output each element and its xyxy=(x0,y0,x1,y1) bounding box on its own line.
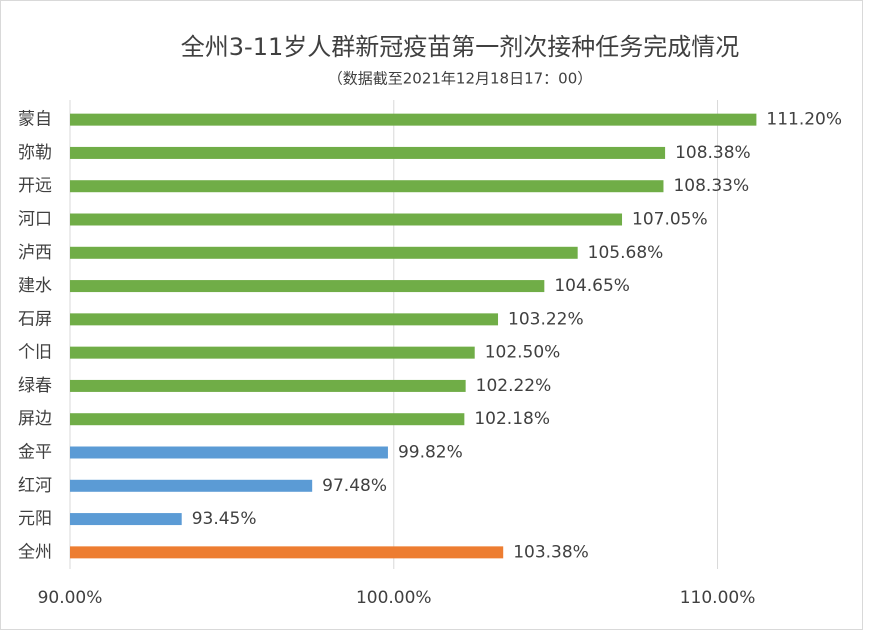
y-tick-label: 蒙自 xyxy=(18,110,52,130)
x-tick-label: 100.00% xyxy=(356,588,432,608)
x-tick-label: 110.00% xyxy=(680,588,756,608)
bar xyxy=(70,180,664,193)
bar xyxy=(70,313,499,326)
bar xyxy=(70,446,388,459)
y-tick-label: 泸西 xyxy=(18,243,52,263)
bar xyxy=(70,546,504,559)
y-tick-label: 开远 xyxy=(18,176,52,196)
bar xyxy=(70,413,465,426)
value-label: 103.22% xyxy=(508,309,584,329)
bar xyxy=(70,113,757,126)
bar xyxy=(70,346,475,359)
chart-title: 全州3-11岁人群新冠疫苗第一剂次接种任务完成情况 xyxy=(181,33,739,61)
y-tick-label: 金平 xyxy=(18,443,52,463)
y-tick-label: 红河 xyxy=(18,476,52,496)
y-tick-label: 河口 xyxy=(18,210,52,230)
bar xyxy=(70,213,623,226)
value-label: 93.45% xyxy=(192,509,257,529)
value-label: 102.18% xyxy=(474,409,550,429)
x-tick-label: 90.00% xyxy=(38,588,103,608)
y-tick-label: 弥勒 xyxy=(18,143,52,163)
value-label: 108.38% xyxy=(675,143,751,163)
y-tick-label: 全州 xyxy=(18,542,52,562)
y-tick-label: 建水 xyxy=(18,276,52,296)
bar xyxy=(70,379,466,392)
value-label: 103.38% xyxy=(513,542,589,562)
value-label: 102.50% xyxy=(485,343,561,363)
bar xyxy=(70,479,313,492)
bar xyxy=(70,513,182,526)
value-label: 104.65% xyxy=(554,276,630,296)
value-label: 97.48% xyxy=(322,476,387,496)
bar xyxy=(70,280,545,293)
y-tick-label: 个旧 xyxy=(18,343,52,363)
value-label: 99.82% xyxy=(398,443,463,463)
bar xyxy=(70,246,578,259)
bar xyxy=(70,146,666,159)
value-label: 102.22% xyxy=(476,376,552,396)
value-label: 105.68% xyxy=(588,243,664,263)
y-tick-label: 屏边 xyxy=(18,409,52,429)
value-label: 111.20% xyxy=(766,110,842,130)
value-label: 108.33% xyxy=(673,176,749,196)
y-tick-label: 石屏 xyxy=(18,309,52,329)
y-tick-label: 绿春 xyxy=(18,376,52,396)
chart-subtitle: （数据截至2021年12月18日17：00） xyxy=(328,70,593,88)
value-label: 107.05% xyxy=(632,210,708,230)
y-tick-label: 元阳 xyxy=(18,509,52,529)
